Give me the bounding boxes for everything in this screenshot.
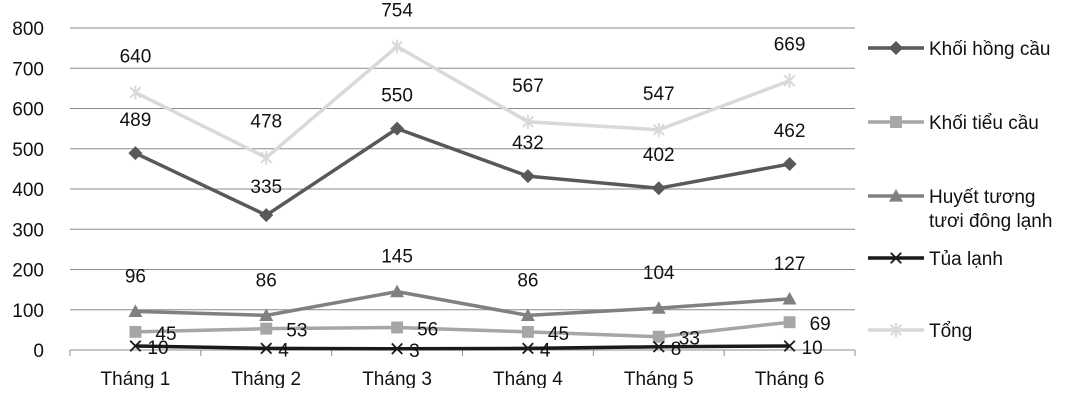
data-label: 10	[147, 338, 168, 359]
data-label: 3	[409, 341, 420, 362]
x-tick-label: Tháng 6	[755, 369, 825, 388]
data-label: 550	[381, 86, 413, 107]
data-point	[522, 342, 534, 355]
data-label: 86	[517, 270, 538, 291]
legend-marker	[889, 41, 903, 55]
data-label: 402	[643, 145, 675, 166]
data-point	[260, 322, 273, 335]
data-point	[783, 73, 796, 88]
series-line	[135, 320, 790, 339]
data-label: 104	[643, 263, 675, 284]
data-point	[520, 308, 535, 321]
data-label: 96	[125, 266, 146, 287]
legend-label: Huyết tương	[929, 187, 1036, 208]
data-point	[651, 301, 666, 314]
y-tick-label: 800	[12, 19, 44, 40]
y-tick-label: 200	[12, 261, 44, 282]
data-point	[652, 330, 665, 343]
data-point	[129, 325, 142, 338]
data-label: 640	[120, 46, 152, 67]
y-tick-label: 600	[12, 100, 44, 121]
y-tick-label: 100	[12, 301, 44, 322]
legend-label: Khối tiểu cầu	[929, 113, 1039, 134]
data-point	[782, 157, 797, 172]
x-tick-label: Tháng 3	[362, 369, 432, 388]
data-label: 10	[802, 338, 823, 359]
data-label: 547	[643, 84, 675, 105]
y-tick-label: 400	[12, 180, 44, 201]
x-tick-label: Tháng 1	[101, 369, 171, 388]
data-label: 86	[256, 270, 277, 291]
data-label: 69	[810, 314, 831, 335]
legend-label: tươi đông lạnh	[929, 211, 1052, 232]
series-line	[134, 44, 791, 160]
data-point	[783, 340, 796, 352]
data-point	[521, 325, 534, 338]
data-point	[129, 340, 142, 352]
legend-marker	[890, 323, 902, 337]
series-line	[135, 289, 790, 318]
data-label: 127	[774, 254, 806, 275]
legend-label: Tủa lạnh	[929, 249, 1003, 270]
data-label: 145	[381, 247, 413, 268]
data-point	[391, 342, 403, 355]
data-label: 432	[512, 133, 544, 154]
legend-label: Tổng	[929, 321, 972, 342]
data-point	[259, 308, 274, 321]
data-point	[782, 291, 797, 305]
data-point	[391, 39, 404, 54]
series-line	[135, 344, 790, 351]
data-label: 489	[120, 110, 152, 131]
data-label: 754	[381, 1, 413, 22]
data-point	[652, 122, 665, 137]
data-point	[391, 321, 404, 334]
data-label: 4	[540, 340, 551, 361]
data-point	[520, 169, 535, 184]
data-label: 56	[417, 319, 438, 340]
y-tick-label: 500	[12, 140, 44, 161]
data-label: 8	[671, 339, 682, 360]
data-point	[521, 114, 534, 129]
data-label: 462	[774, 121, 806, 142]
x-tick-label: Tháng 2	[231, 369, 301, 388]
y-tick-label: 700	[12, 59, 44, 80]
data-label: 335	[250, 177, 282, 198]
legend-marker	[889, 189, 903, 202]
data-label: 669	[774, 35, 806, 56]
legend-marker	[890, 116, 902, 128]
data-point	[260, 342, 273, 355]
data-point	[652, 340, 665, 353]
data-point	[390, 284, 405, 298]
data-label: 45	[155, 324, 176, 345]
series-line	[134, 126, 790, 217]
data-point	[128, 304, 143, 317]
data-point	[783, 316, 796, 329]
data-point	[651, 181, 666, 196]
data-point	[128, 146, 143, 161]
data-point	[259, 208, 274, 223]
data-label: 33	[679, 329, 700, 350]
data-label: 567	[512, 76, 544, 97]
x-tick-label: Tháng 4	[493, 369, 563, 388]
legend-label: Khối hồng cầu	[929, 39, 1051, 60]
data-point	[390, 121, 405, 136]
y-tick-label: 300	[12, 220, 44, 241]
legend-marker	[890, 252, 902, 264]
data-label: 53	[286, 321, 307, 342]
y-tick-label: 0	[33, 341, 44, 362]
data-label: 4	[278, 340, 289, 361]
data-point	[260, 150, 273, 165]
data-label: 478	[250, 112, 282, 133]
data-point	[129, 85, 142, 100]
x-tick-label: Tháng 5	[624, 369, 694, 388]
data-label: 45	[548, 324, 569, 345]
